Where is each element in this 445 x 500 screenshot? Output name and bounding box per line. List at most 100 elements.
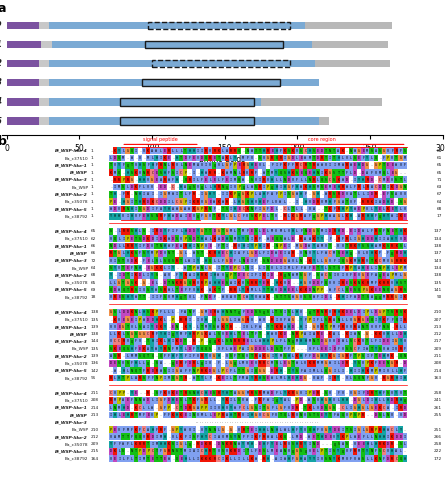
Text: V: V <box>279 318 282 322</box>
Text: D: D <box>255 347 257 351</box>
Bar <box>336 236 340 242</box>
Text: V: V <box>267 178 269 182</box>
Bar <box>179 191 183 198</box>
Text: E: E <box>350 230 352 234</box>
Bar <box>221 264 225 272</box>
Text: D: D <box>292 325 294 329</box>
Bar <box>328 264 332 272</box>
Text: R: R <box>395 258 397 262</box>
Text: R: R <box>387 295 389 299</box>
Bar <box>125 148 129 154</box>
Bar <box>403 368 407 374</box>
Bar <box>349 228 353 235</box>
Text: Y: Y <box>304 442 306 446</box>
Text: A: A <box>259 192 261 196</box>
Text: E: E <box>114 428 116 432</box>
Bar <box>233 360 237 366</box>
Bar <box>183 434 187 440</box>
Text: .: . <box>139 148 141 152</box>
Text: F: F <box>184 354 186 358</box>
Bar <box>245 374 250 382</box>
Bar <box>283 169 287 176</box>
Bar <box>291 176 295 183</box>
Bar <box>237 374 241 382</box>
Text: R: R <box>292 413 294 417</box>
Bar <box>7 79 39 86</box>
Bar <box>109 236 113 242</box>
Bar <box>229 390 233 396</box>
Text: L: L <box>395 332 397 336</box>
Bar <box>258 448 262 455</box>
Text: L: L <box>267 347 269 351</box>
Bar <box>336 374 340 382</box>
Bar <box>254 346 258 352</box>
Text: P: P <box>172 318 174 322</box>
Text: L: L <box>126 185 129 189</box>
Bar <box>183 404 187 411</box>
Text: V: V <box>275 230 277 234</box>
Text: S: S <box>139 354 141 358</box>
Text: .: . <box>155 185 158 189</box>
Bar <box>266 404 270 411</box>
Text: G: G <box>325 398 327 402</box>
Text: R: R <box>247 288 248 292</box>
Text: W: W <box>329 288 331 292</box>
Bar <box>187 316 191 323</box>
Text: F: F <box>168 413 170 417</box>
Bar <box>254 404 258 411</box>
Bar <box>167 441 171 448</box>
Bar <box>328 176 332 183</box>
Text: M: M <box>205 310 207 314</box>
Bar <box>283 397 287 404</box>
Text: K: K <box>354 280 356 284</box>
Text: F: F <box>371 170 372 174</box>
Bar <box>125 169 129 176</box>
Bar <box>373 258 378 264</box>
Bar <box>369 352 373 360</box>
Bar <box>287 352 291 360</box>
Bar <box>353 404 357 411</box>
Bar <box>138 426 142 433</box>
Text: W: W <box>283 428 286 432</box>
Text: S: S <box>242 354 244 358</box>
Text: L: L <box>218 368 219 372</box>
Bar <box>373 162 378 168</box>
Bar <box>369 404 373 411</box>
Text: .: . <box>189 376 190 380</box>
Bar <box>353 368 357 374</box>
Text: Q: Q <box>342 413 344 417</box>
Bar <box>378 169 382 176</box>
Bar <box>109 258 113 264</box>
Text: S: S <box>404 288 405 292</box>
Bar <box>262 352 266 360</box>
Bar <box>150 184 154 190</box>
Text: S: S <box>400 244 401 248</box>
Bar <box>312 441 316 448</box>
Bar <box>340 272 344 278</box>
Text: V: V <box>147 185 149 189</box>
Bar <box>382 198 386 205</box>
Bar <box>142 404 146 411</box>
Text: F: F <box>130 362 133 366</box>
Bar <box>361 374 365 382</box>
Text: S: S <box>346 347 348 351</box>
Text: I: I <box>279 456 282 460</box>
Bar <box>229 412 233 418</box>
Text: H: H <box>197 391 199 395</box>
Text: K: K <box>201 456 203 460</box>
Bar <box>250 390 254 396</box>
Bar <box>241 286 245 293</box>
Text: W: W <box>267 398 269 402</box>
Text: L: L <box>130 376 133 380</box>
Text: Q: Q <box>126 163 129 167</box>
Bar <box>117 374 121 382</box>
Bar <box>225 258 229 264</box>
Bar <box>254 176 258 183</box>
Text: F: F <box>371 230 372 234</box>
Text: L: L <box>283 230 286 234</box>
Text: R: R <box>312 362 315 366</box>
Bar <box>394 272 398 278</box>
Bar <box>175 236 179 242</box>
Bar <box>316 213 320 220</box>
Bar <box>258 331 262 338</box>
